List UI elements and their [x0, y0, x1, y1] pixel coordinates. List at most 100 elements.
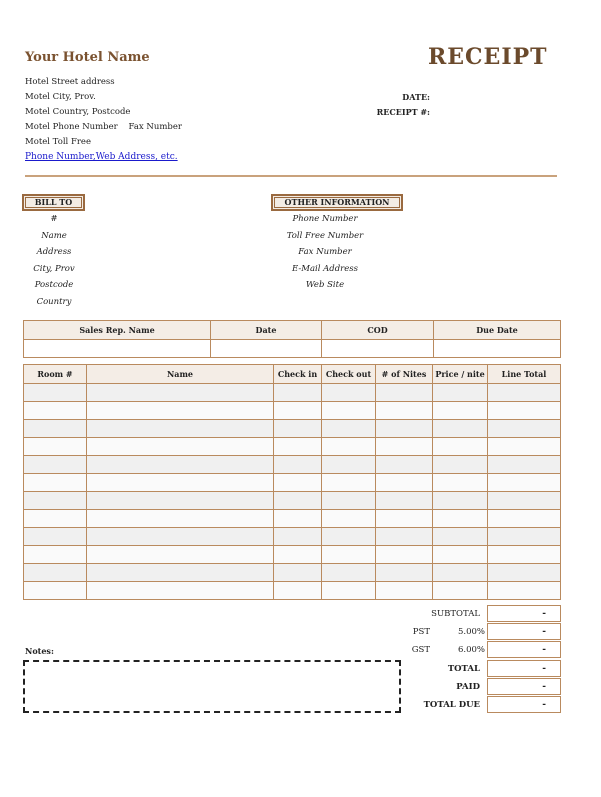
- item-cell[interactable]: [487, 455, 561, 474]
- col-date: Date: [210, 320, 322, 340]
- item-cell[interactable]: [86, 581, 274, 600]
- item-cell[interactable]: [432, 383, 488, 402]
- item-cell[interactable]: [321, 437, 376, 456]
- item-cell[interactable]: [375, 419, 433, 438]
- item-cell[interactable]: [23, 455, 87, 474]
- item-cell[interactable]: [487, 563, 561, 582]
- item-cell[interactable]: [432, 527, 488, 546]
- table-row: [23, 581, 561, 600]
- item-cell[interactable]: [321, 491, 376, 510]
- item-cell[interactable]: [273, 527, 322, 546]
- item-cell[interactable]: [23, 383, 87, 402]
- item-cell[interactable]: [321, 455, 376, 474]
- item-cell[interactable]: [273, 509, 322, 528]
- sales-rep-cell[interactable]: [23, 339, 211, 358]
- item-cell[interactable]: [273, 473, 322, 492]
- item-cell[interactable]: [23, 581, 87, 600]
- item-cell[interactable]: [273, 383, 322, 402]
- item-cell[interactable]: [23, 401, 87, 420]
- item-cell[interactable]: [321, 419, 376, 438]
- item-cell[interactable]: [273, 545, 322, 564]
- item-cell[interactable]: [487, 383, 561, 402]
- item-cell[interactable]: [86, 437, 274, 456]
- total-value[interactable]: -: [487, 660, 561, 677]
- item-cell[interactable]: [487, 545, 561, 564]
- item-cell[interactable]: [23, 437, 87, 456]
- item-cell[interactable]: [375, 545, 433, 564]
- item-cell[interactable]: [86, 509, 274, 528]
- item-cell[interactable]: [432, 545, 488, 564]
- item-cell[interactable]: [432, 455, 488, 474]
- item-cell[interactable]: [273, 491, 322, 510]
- gst-value[interactable]: -: [487, 641, 561, 658]
- item-cell[interactable]: [375, 527, 433, 546]
- item-cell[interactable]: [86, 527, 274, 546]
- item-cell[interactable]: [23, 419, 87, 438]
- item-cell[interactable]: [86, 473, 274, 492]
- total-due-value[interactable]: -: [487, 696, 561, 713]
- item-cell[interactable]: [487, 401, 561, 420]
- item-cell[interactable]: [321, 545, 376, 564]
- item-cell[interactable]: [86, 455, 274, 474]
- item-cell[interactable]: [273, 563, 322, 582]
- item-cell[interactable]: [273, 437, 322, 456]
- item-cell[interactable]: [321, 473, 376, 492]
- item-cell[interactable]: [23, 491, 87, 510]
- item-cell[interactable]: [432, 419, 488, 438]
- item-cell[interactable]: [375, 383, 433, 402]
- item-cell[interactable]: [23, 563, 87, 582]
- item-cell[interactable]: [432, 401, 488, 420]
- item-cell[interactable]: [321, 383, 376, 402]
- paid-value[interactable]: -: [487, 678, 561, 695]
- date-cell[interactable]: [210, 339, 322, 358]
- col-check-out: Check out: [321, 364, 376, 384]
- item-cell[interactable]: [23, 545, 87, 564]
- item-cell[interactable]: [375, 437, 433, 456]
- item-cell[interactable]: [375, 473, 433, 492]
- item-cell[interactable]: [86, 383, 274, 402]
- item-cell[interactable]: [273, 401, 322, 420]
- item-cell[interactable]: [432, 581, 488, 600]
- item-cell[interactable]: [487, 527, 561, 546]
- item-cell[interactable]: [273, 581, 322, 600]
- item-cell[interactable]: [86, 563, 274, 582]
- item-cell[interactable]: [487, 473, 561, 492]
- due-date-cell[interactable]: [433, 339, 561, 358]
- item-cell[interactable]: [321, 563, 376, 582]
- item-cell[interactable]: [487, 581, 561, 600]
- item-cell[interactable]: [321, 401, 376, 420]
- item-cell[interactable]: [432, 491, 488, 510]
- item-cell[interactable]: [321, 527, 376, 546]
- item-cell[interactable]: [321, 581, 376, 600]
- item-cell[interactable]: [375, 581, 433, 600]
- item-cell[interactable]: [432, 473, 488, 492]
- item-cell[interactable]: [273, 455, 322, 474]
- item-cell[interactable]: [375, 563, 433, 582]
- item-cell[interactable]: [23, 473, 87, 492]
- item-cell[interactable]: [23, 509, 87, 528]
- notes-box[interactable]: [23, 660, 401, 713]
- item-cell[interactable]: [487, 491, 561, 510]
- item-cell[interactable]: [487, 509, 561, 528]
- item-cell[interactable]: [487, 437, 561, 456]
- item-cell[interactable]: [321, 509, 376, 528]
- item-cell[interactable]: [86, 419, 274, 438]
- item-cell[interactable]: [23, 527, 87, 546]
- other-info-field: E-Mail Address: [292, 263, 358, 274]
- item-cell[interactable]: [375, 491, 433, 510]
- item-cell[interactable]: [86, 491, 274, 510]
- item-cell[interactable]: [375, 509, 433, 528]
- pst-value[interactable]: -: [487, 623, 561, 640]
- item-cell[interactable]: [273, 419, 322, 438]
- item-cell[interactable]: [375, 455, 433, 474]
- item-cell[interactable]: [86, 545, 274, 564]
- cod-cell[interactable]: [321, 339, 434, 358]
- subtotal-value[interactable]: -: [487, 605, 561, 622]
- item-cell[interactable]: [432, 437, 488, 456]
- item-cell[interactable]: [432, 563, 488, 582]
- item-cell[interactable]: [487, 419, 561, 438]
- item-cell[interactable]: [375, 401, 433, 420]
- item-cell[interactable]: [86, 401, 274, 420]
- contact-link[interactable]: Phone Number,Web Address, etc.: [25, 152, 178, 162]
- item-cell[interactable]: [432, 509, 488, 528]
